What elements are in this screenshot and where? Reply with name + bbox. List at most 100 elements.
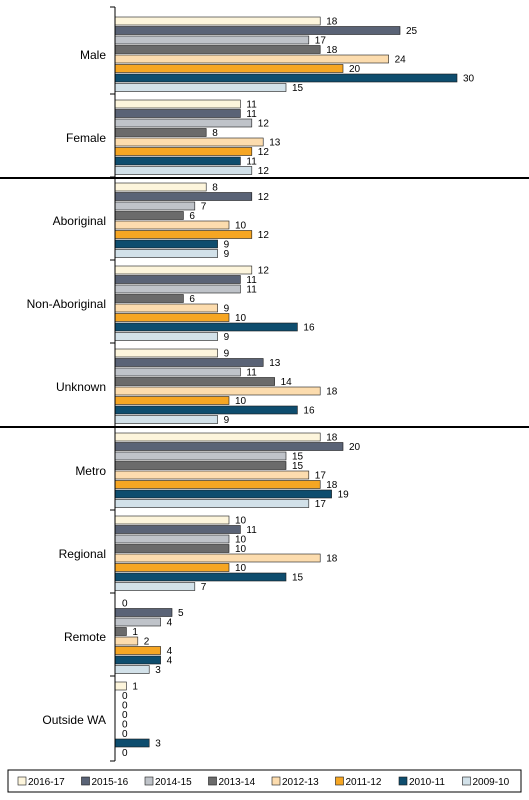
bar-unknown-2009-10 (114, 415, 218, 424)
value-label-regional-2011-12: 10 (235, 563, 247, 574)
value-label-male-2016-17: 18 (326, 17, 338, 28)
bar-metro-2016-17 (114, 432, 321, 442)
value-label-metro-2015-16: 20 (349, 442, 361, 453)
bar-aboriginal-2014-15 (114, 201, 196, 211)
legend-box (7, 769, 522, 793)
bar-remote-2010-11 (114, 655, 161, 665)
legend-swatch-2012-13 (271, 776, 281, 786)
bar-regional-2014-15 (114, 534, 230, 544)
bar-non-aboriginal-2010-11 (114, 322, 298, 332)
bar-metro-2015-16 (114, 442, 344, 451)
value-label-non-aboriginal-2009-10: 9 (224, 332, 230, 343)
value-label-non-aboriginal-2015-16: 11 (246, 275, 257, 286)
legend-swatch-2014-15 (144, 776, 154, 786)
bar-non-aboriginal-2013-14 (114, 294, 184, 303)
bar-regional-2015-16 (114, 525, 241, 534)
bar-regional-2012-13 (114, 553, 321, 563)
bar-female-2012-13 (114, 137, 264, 147)
legend-swatch-2010-11 (398, 776, 408, 786)
value-label-remote-2016-17: 0 (122, 599, 128, 610)
value-label-aboriginal-2011-12: 12 (258, 230, 270, 241)
bar-non-aboriginal-2016-17 (114, 265, 253, 275)
bar-non-aboriginal-2014-15 (114, 284, 241, 294)
bar-metro-2011-12 (114, 480, 321, 489)
category-label-regional: Regional (59, 547, 106, 561)
bar-remote-2015-16 (114, 608, 173, 617)
bar-outside-wa-2016-17 (114, 681, 127, 691)
value-label-non-aboriginal-2012-13: 9 (224, 304, 230, 315)
bar-female-2015-16 (114, 109, 241, 118)
bar-male-2015-16 (114, 26, 401, 35)
bar-male-2014-15 (114, 35, 310, 45)
legend-label-2011-12: 2011-12 (346, 777, 382, 788)
value-label-metro-2010-11: 19 (338, 490, 350, 501)
value-label-male-2011-12: 20 (349, 64, 361, 75)
bar-female-2013-14 (114, 128, 207, 137)
category-label-non-aboriginal: Non-Aboriginal (27, 297, 106, 311)
value-label-female-2012-13: 13 (269, 138, 281, 149)
value-label-female-2013-14: 8 (212, 128, 218, 139)
category-label-remote: Remote (64, 630, 106, 644)
bar-aboriginal-2011-12 (114, 230, 253, 239)
value-label-non-aboriginal-2010-11: 16 (303, 323, 315, 334)
value-label-unknown-2013-14: 14 (281, 377, 293, 388)
bar-remote-2012-13 (114, 636, 139, 646)
value-label-remote-2012-13: 2 (144, 637, 150, 648)
bar-metro-2012-13 (114, 470, 310, 480)
value-label-unknown-2012-13: 18 (326, 387, 338, 398)
legend-label-2013-14: 2013-14 (219, 777, 256, 788)
bar-metro-2009-10 (114, 499, 310, 508)
value-label-outside-wa-2010-11: 3 (155, 739, 161, 750)
value-label-unknown-2014-15: 11 (246, 368, 257, 379)
bar-metro-2013-14 (114, 461, 287, 470)
value-label-remote-2011-12: 4 (167, 646, 173, 657)
legend-label-2016-17: 2016-17 (28, 777, 65, 788)
value-label-aboriginal-2009-10: 9 (224, 249, 230, 260)
value-label-unknown-2015-16: 13 (269, 358, 281, 369)
category-label-female: Female (66, 131, 106, 145)
category-label-outside-wa: Outside WA (42, 713, 106, 727)
bar-remote-2014-15 (114, 617, 161, 627)
legend-swatch-2015-16 (81, 776, 90, 786)
bar-unknown-2010-11 (114, 405, 298, 415)
value-label-outside-wa-2015-16: 0 (122, 691, 128, 702)
legend-label-2010-11: 2010-11 (409, 777, 445, 788)
bar-non-aboriginal-2009-10 (114, 332, 218, 341)
value-label-female-2009-10: 12 (258, 166, 270, 177)
bar-regional-2016-17 (114, 515, 230, 525)
bar-non-aboriginal-2015-16 (114, 275, 241, 284)
value-label-non-aboriginal-2014-15: 11 (246, 285, 257, 296)
value-label-male-2010-11: 30 (463, 74, 475, 85)
category-label-aboriginal: Aboriginal (53, 214, 106, 228)
value-label-aboriginal-2013-14: 6 (189, 211, 195, 222)
value-label-remote-2014-15: 4 (167, 618, 173, 629)
value-label-regional-2010-11: 15 (292, 573, 304, 584)
value-label-aboriginal-2014-15: 7 (201, 202, 207, 213)
bar-unknown-2015-16 (114, 358, 264, 367)
value-label-regional-2012-13: 18 (326, 554, 338, 565)
bar-regional-2011-12 (114, 563, 230, 572)
value-label-aboriginal-2016-17: 8 (212, 183, 218, 194)
value-label-aboriginal-2012-13: 10 (235, 221, 247, 232)
bar-female-2016-17 (114, 99, 241, 109)
bar-male-2012-13 (114, 54, 389, 64)
legend-swatch-2011-12 (335, 776, 344, 786)
bar-aboriginal-2010-11 (114, 239, 218, 249)
value-label-metro-2016-17: 18 (326, 433, 338, 444)
bar-unknown-2011-12 (114, 396, 230, 405)
bar-unknown-2014-15 (114, 367, 241, 377)
value-label-outside-wa-2011-12: 0 (122, 729, 128, 740)
bar-male-2011-12 (114, 64, 344, 73)
bar-remote-2013-14 (114, 627, 127, 636)
bar-metro-2014-15 (114, 451, 287, 461)
legend-swatch-2013-14 (208, 776, 217, 786)
legend-swatch-2009-10 (462, 776, 471, 786)
value-label-regional-2014-15: 10 (235, 535, 247, 546)
value-label-male-2009-10: 15 (292, 83, 304, 94)
bar-regional-2009-10 (114, 582, 196, 591)
legend-label-2015-16: 2015-16 (92, 777, 129, 788)
category-label-metro: Metro (75, 464, 106, 478)
value-label-male-2012-13: 24 (395, 55, 407, 66)
bar-unknown-2012-13 (114, 386, 321, 396)
legend-label-2014-15: 2014-15 (155, 777, 192, 788)
